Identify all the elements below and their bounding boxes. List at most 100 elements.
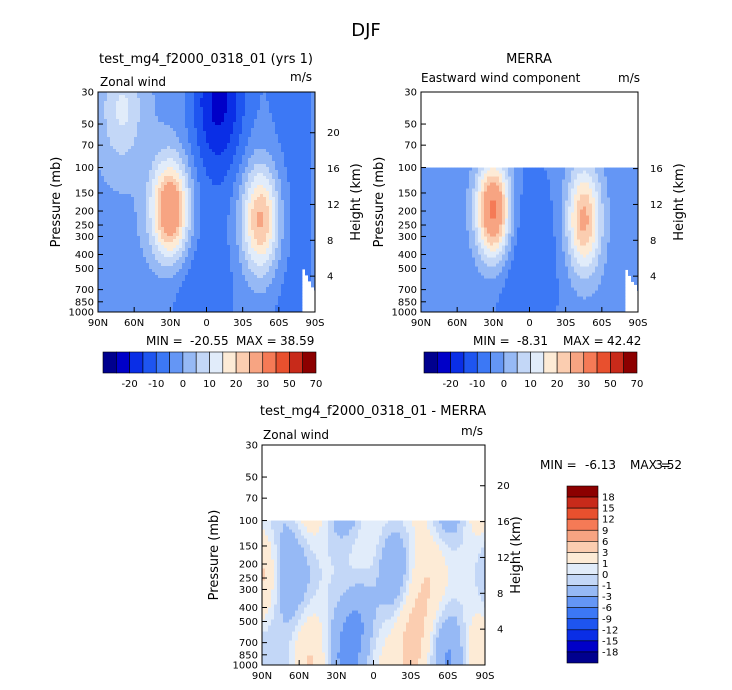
panel-diff-min-value: -6.13 <box>585 458 616 472</box>
colorbar-diff-label: -6 <box>602 603 612 614</box>
colorbar-diff-label: -9 <box>602 614 612 625</box>
colorbar-merra-swatch <box>503 351 518 374</box>
panel-merra-y-right-tick-label: 4 <box>650 272 656 283</box>
panel-model-y-right-tick-label: 12 <box>327 200 340 211</box>
colorbar-model: -20 -10 0 10 20 30 50 70 <box>102 351 323 390</box>
colorbar-diff-swatch <box>566 529 599 542</box>
colorbar-model-swatch <box>129 351 144 374</box>
colorbar-model-label: 70 <box>310 379 323 390</box>
panel-model-ylabel: Pressure (mb) <box>49 157 64 248</box>
colorbar-model-label: 20 <box>230 379 243 390</box>
panel-diff-y-tick-label: 200 <box>239 560 258 571</box>
panel-diff-subtitle-right: m/s <box>461 424 483 438</box>
colorbar-diff-label: 6 <box>602 537 608 548</box>
panel-merra-subtitle-left: Eastward wind component <box>421 71 581 85</box>
colorbar-diff-swatch <box>566 552 599 564</box>
panel-merra-title: MERRA <box>506 52 552 67</box>
colorbar-model-swatch <box>249 351 264 374</box>
panel-diff-y-right-tick-label: 4 <box>497 625 503 636</box>
colorbar-model-swatch <box>195 351 210 374</box>
colorbar-merra-swatch <box>450 351 465 374</box>
panel-diff-x-tick-label: 30S <box>401 671 420 682</box>
panel-diff-y-right-tick-label: 8 <box>497 589 503 600</box>
colorbar-merra-swatch <box>437 351 451 374</box>
panel-diff-ylabel-right: Height (km) <box>509 516 524 593</box>
panel-model-y-tick-label: 250 <box>75 221 94 232</box>
panel-model-ylabel-right: Height (km) <box>349 163 364 240</box>
colorbar-model-swatch <box>302 351 317 374</box>
panel-merra-x-tick-label: 0 <box>526 318 532 329</box>
panel-diff-y-tick-label: 1000 <box>233 661 258 672</box>
panel-diff-min-label: MIN = <box>540 458 577 472</box>
panel-model-x-tick-label: 30S <box>233 318 252 329</box>
colorbar-model-label: 50 <box>283 379 296 390</box>
colorbar-merra-swatch <box>463 351 478 374</box>
panel-model-x-tick-label: 30N <box>160 318 180 329</box>
panel-model-x-tick-label: 60S <box>269 318 288 329</box>
panel-merra-x-tick-label: 60S <box>592 318 611 329</box>
panel-merra-y-right-tick-label: 12 <box>650 200 663 211</box>
colorbar-diff-label: -18 <box>602 647 618 658</box>
colorbar-diff-label: 12 <box>602 515 615 526</box>
panel-merra-y-right-tick-label: 8 <box>650 236 656 247</box>
panel-model-max-label: MAX = <box>236 334 277 348</box>
panel-diff-max-label: MAX = <box>630 458 671 472</box>
panel-merra-max-label: MAX = <box>563 334 604 348</box>
panel-diff: test_mg4_f2000_0318_01 - MERRA Zonal win… <box>207 404 682 682</box>
colorbar-model-label: -20 <box>121 379 137 390</box>
colorbar-model-swatch <box>116 351 130 374</box>
panel-model-x-tick-label: 90S <box>305 318 324 329</box>
panel-merra-y-tick-label: 100 <box>398 163 417 174</box>
panel-diff-y-tick-label: 300 <box>239 585 258 596</box>
colorbar-diff-swatch <box>566 596 599 608</box>
colorbar-merra-label: 70 <box>631 379 644 390</box>
panel-merra-y-tick-label: 700 <box>398 285 417 296</box>
panel-diff-y-tick-label: 700 <box>239 638 258 649</box>
panel-merra-y-tick-label: 300 <box>398 232 417 243</box>
colorbar-model-label: 0 <box>180 379 186 390</box>
panel-model-y-right-tick-label: 20 <box>327 128 340 139</box>
panel-diff-subtitle-left: Zonal wind <box>263 428 329 442</box>
panel-diff-x-tick-label: 60S <box>438 671 457 682</box>
colorbar-model-swatch <box>262 351 277 374</box>
panel-diff-title: test_mg4_f2000_0318_01 - MERRA <box>260 404 486 419</box>
panel-model-x-tick-label: 60N <box>124 318 144 329</box>
panel-merra-contour-field <box>421 92 638 312</box>
panel-diff-y-tick-label: 500 <box>239 617 258 628</box>
colorbar-model-swatch <box>169 351 184 374</box>
colorbar-model-swatch <box>209 351 224 374</box>
colorbar-merra-swatch <box>623 351 638 374</box>
colorbar-diff-swatch <box>566 563 599 575</box>
colorbar-diff-swatch <box>566 518 599 531</box>
colorbar-merra-label: -10 <box>469 379 485 390</box>
panel-model-y-right-tick-label: 16 <box>327 164 340 175</box>
panel-merra-ylabel: Pressure (mb) <box>372 157 387 248</box>
colorbar-model-swatch <box>102 351 117 374</box>
panel-merra-axes: 90N 60N 30N 0 30S 60S 90S 30 50 70 100 150 200 250300… <box>392 88 663 330</box>
colorbar-diff-label: 1 <box>602 559 608 570</box>
panel-diff-y-tick-label: 850 <box>239 650 258 661</box>
panel-model-y-tick-label: 100 <box>75 163 94 174</box>
colorbar-model-swatch <box>182 351 197 374</box>
colorbar-diff-swatch <box>566 607 599 620</box>
colorbar-diff-swatch <box>566 485 599 498</box>
colorbar-merra-swatch <box>490 351 505 374</box>
panel-diff-y-tick-label: 150 <box>239 541 258 552</box>
colorbar-merra-label: -20 <box>442 379 458 390</box>
colorbar-diff-swatch <box>566 651 599 664</box>
panel-merra-y-tick-label: 30 <box>404 88 417 99</box>
panel-model-min-value: -20.55 <box>190 334 229 348</box>
colorbar-diff-label: -12 <box>602 625 618 636</box>
colorbar-merra-swatch <box>476 351 491 374</box>
colorbar-diff-swatch <box>566 541 599 553</box>
colorbar-merra-swatch <box>570 351 585 374</box>
colorbar-merra-swatch <box>516 351 531 374</box>
panel-diff-y-tick-label: 50 <box>245 473 258 484</box>
colorbar-merra-swatch <box>556 351 571 374</box>
panel-diff-y-right-tick-label: 12 <box>497 553 510 564</box>
colorbar-merra-swatch <box>583 351 598 374</box>
panel-model-subtitle-right: m/s <box>290 70 312 84</box>
panel-merra-x-tick-label: 90S <box>628 318 647 329</box>
panel-diff-x-tick-label: 90N <box>252 671 272 682</box>
colorbar-diff-label: -3 <box>602 592 612 603</box>
